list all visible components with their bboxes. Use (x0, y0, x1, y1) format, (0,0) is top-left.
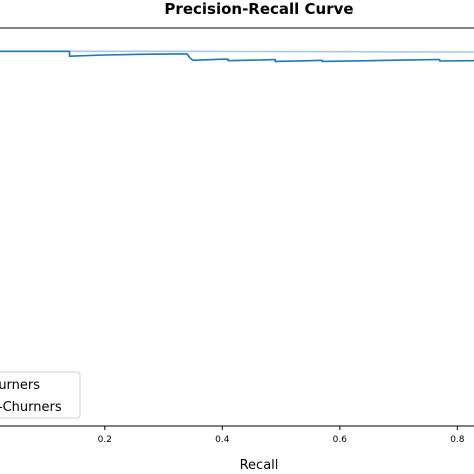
plot-frame (0, 27, 474, 427)
legend-label-non-churners: Non-Churners (0, 400, 62, 415)
series-line-churners (0, 50, 474, 63)
legend-label-churners: Churners (0, 378, 40, 393)
legend: Churners Non-Churners (0, 371, 81, 419)
legend-box (0, 371, 81, 419)
x-tick-label: 0.6 (333, 435, 348, 445)
x-ticks: 0.2 0.4 0.6 0.8 (98, 426, 465, 445)
x-tick-label: 0.4 (215, 435, 230, 445)
series-layer (0, 50, 474, 63)
x-tick-label: 0.2 (98, 435, 112, 445)
chart-title: Precision-Recall Curve (164, 0, 353, 18)
series-line-non-churners (0, 50, 474, 53)
x-tick-label: 0.8 (450, 435, 465, 445)
plot-axes (0, 27, 474, 427)
x-axis-label: Recall (240, 458, 279, 473)
